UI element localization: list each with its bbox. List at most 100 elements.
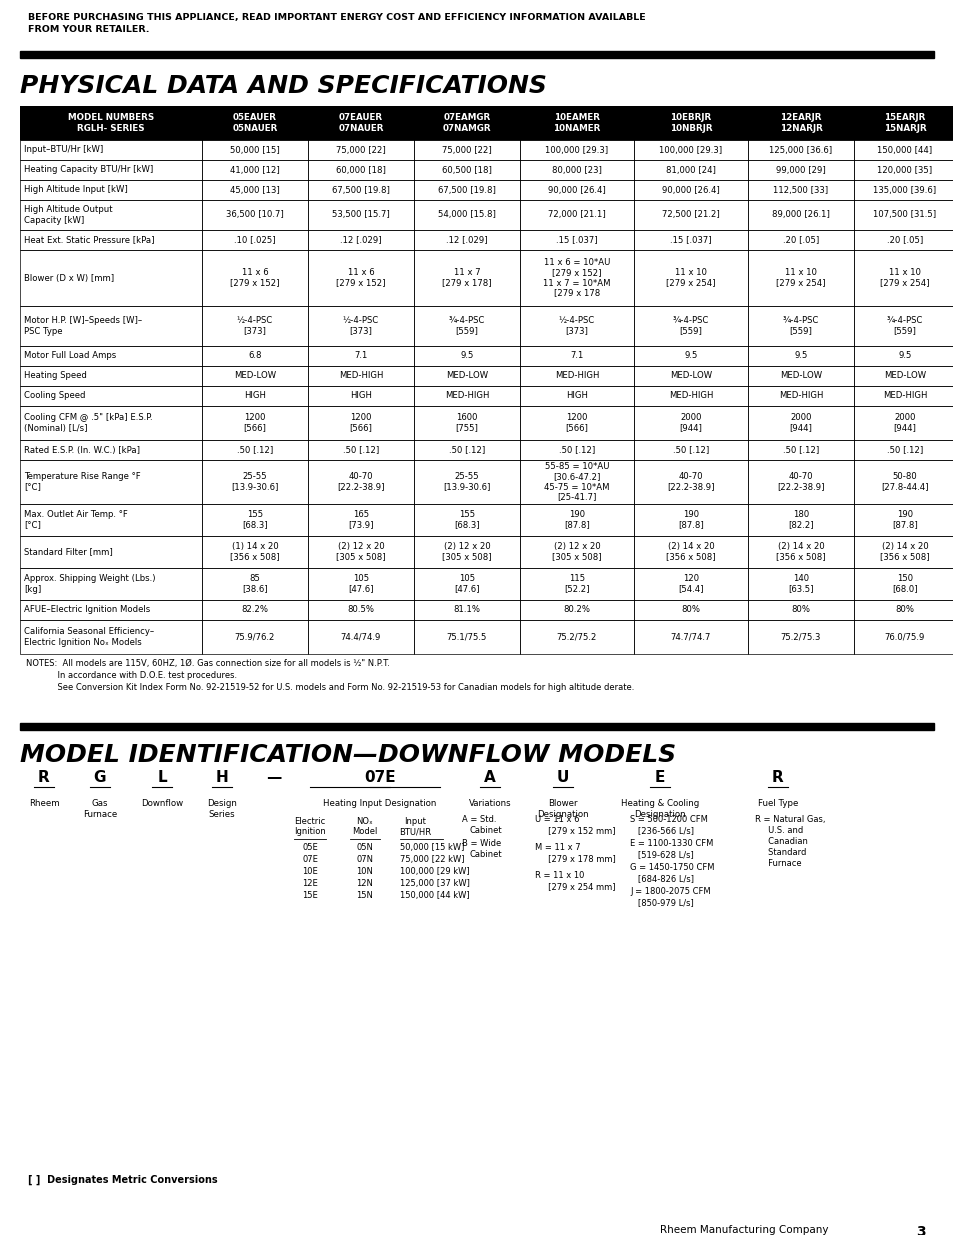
Bar bbox=[20, 140, 202, 161]
Text: U: U bbox=[557, 769, 569, 785]
Bar bbox=[519, 306, 634, 346]
Text: 125,000 [36.6]: 125,000 [36.6] bbox=[769, 146, 832, 154]
Text: 1200
[566]: 1200 [566] bbox=[243, 414, 266, 432]
Bar bbox=[519, 140, 634, 161]
Text: 75,000 [22]: 75,000 [22] bbox=[441, 146, 492, 154]
Bar bbox=[519, 568, 634, 600]
Bar bbox=[519, 366, 634, 387]
Text: 50-80
[27.8-44.4]: 50-80 [27.8-44.4] bbox=[881, 473, 928, 492]
Text: 15N: 15N bbox=[356, 890, 373, 900]
Text: Electric
Ignition: Electric Ignition bbox=[294, 818, 326, 836]
Text: MED-HIGH: MED-HIGH bbox=[444, 391, 489, 400]
Text: 1200
[566]: 1200 [566] bbox=[349, 414, 372, 432]
Bar bbox=[414, 536, 519, 568]
Bar bbox=[20, 106, 202, 140]
Bar bbox=[853, 180, 953, 200]
Bar bbox=[202, 536, 308, 568]
Bar bbox=[308, 406, 414, 440]
Text: G = 1450-1750 CFM: G = 1450-1750 CFM bbox=[629, 863, 714, 872]
Text: 11 x 7
[279 x 178]: 11 x 7 [279 x 178] bbox=[442, 268, 492, 288]
Bar bbox=[202, 200, 308, 230]
Text: Motor H.P. [W]–Speeds [W]–
PSC Type: Motor H.P. [W]–Speeds [W]– PSC Type bbox=[24, 316, 142, 336]
Bar bbox=[747, 440, 853, 459]
Bar bbox=[519, 620, 634, 655]
Bar bbox=[308, 200, 414, 230]
Bar bbox=[853, 406, 953, 440]
Bar bbox=[853, 504, 953, 536]
Bar bbox=[853, 200, 953, 230]
Text: (2) 14 x 20
[356 x 508]: (2) 14 x 20 [356 x 508] bbox=[665, 542, 715, 562]
Bar bbox=[747, 200, 853, 230]
Text: Downflow: Downflow bbox=[141, 799, 183, 808]
Bar bbox=[202, 306, 308, 346]
Text: Cabinet: Cabinet bbox=[470, 826, 502, 835]
Bar bbox=[519, 568, 634, 600]
Text: ¾-4-PSC
[559]: ¾-4-PSC [559] bbox=[448, 316, 485, 336]
Text: E: E bbox=[654, 769, 664, 785]
Text: 07E: 07E bbox=[302, 855, 317, 864]
Bar bbox=[20, 230, 202, 249]
Text: 90,000 [26.4]: 90,000 [26.4] bbox=[548, 185, 605, 194]
Bar bbox=[634, 440, 747, 459]
Text: MED-LOW: MED-LOW bbox=[445, 372, 488, 380]
Text: 2000
[944]: 2000 [944] bbox=[789, 414, 812, 432]
Bar bbox=[747, 387, 853, 406]
Text: Heating Speed: Heating Speed bbox=[24, 372, 87, 380]
Bar bbox=[519, 406, 634, 440]
Bar bbox=[202, 536, 308, 568]
Bar bbox=[747, 106, 853, 140]
Bar bbox=[747, 366, 853, 387]
Bar bbox=[747, 106, 853, 140]
Text: .50 [.12]: .50 [.12] bbox=[886, 446, 923, 454]
Bar bbox=[519, 387, 634, 406]
Text: 75,000 [22]: 75,000 [22] bbox=[335, 146, 385, 154]
Text: MED-HIGH: MED-HIGH bbox=[338, 372, 383, 380]
Bar bbox=[519, 346, 634, 366]
Bar bbox=[202, 459, 308, 504]
Bar bbox=[202, 600, 308, 620]
Text: Blower
Designation: Blower Designation bbox=[537, 799, 588, 819]
Bar bbox=[308, 180, 414, 200]
Bar bbox=[519, 180, 634, 200]
Bar bbox=[202, 161, 308, 180]
Bar bbox=[519, 230, 634, 249]
Text: MED-HIGH: MED-HIGH bbox=[882, 391, 926, 400]
Text: 11 x 6
[279 x 152]: 11 x 6 [279 x 152] bbox=[335, 268, 385, 288]
Bar bbox=[20, 306, 202, 346]
Bar bbox=[20, 180, 202, 200]
Text: .15 [.037]: .15 [.037] bbox=[670, 236, 711, 245]
Bar bbox=[747, 161, 853, 180]
Bar bbox=[20, 140, 202, 161]
Text: M = 11 x 7: M = 11 x 7 bbox=[535, 844, 580, 852]
Text: Design
Series: Design Series bbox=[207, 799, 236, 819]
Bar bbox=[853, 504, 953, 536]
Bar bbox=[20, 536, 202, 568]
Text: 100,000 [29.3]: 100,000 [29.3] bbox=[545, 146, 608, 154]
Bar bbox=[853, 306, 953, 346]
Text: 40-70
[22.2-38.9]: 40-70 [22.2-38.9] bbox=[777, 473, 824, 492]
Bar bbox=[853, 200, 953, 230]
Bar bbox=[747, 536, 853, 568]
Bar bbox=[853, 230, 953, 249]
Bar bbox=[634, 180, 747, 200]
Bar bbox=[519, 161, 634, 180]
Text: A = Std.: A = Std. bbox=[461, 815, 496, 824]
Bar bbox=[853, 249, 953, 306]
Bar bbox=[853, 568, 953, 600]
Bar bbox=[308, 620, 414, 655]
Bar bbox=[634, 366, 747, 387]
Bar bbox=[20, 106, 202, 140]
Text: E = 1100-1330 CFM: E = 1100-1330 CFM bbox=[629, 839, 713, 848]
Text: Fuel Type: Fuel Type bbox=[757, 799, 798, 808]
Text: 07N: 07N bbox=[356, 855, 374, 864]
Bar bbox=[308, 406, 414, 440]
Bar bbox=[20, 620, 202, 655]
Bar bbox=[519, 161, 634, 180]
Text: NOₓ
Model: NOₓ Model bbox=[352, 818, 377, 836]
Bar bbox=[20, 440, 202, 459]
Bar bbox=[20, 459, 202, 504]
Bar bbox=[634, 366, 747, 387]
Text: 155
[68.3]: 155 [68.3] bbox=[242, 510, 268, 530]
Bar bbox=[308, 230, 414, 249]
Text: 75.1/75.5: 75.1/75.5 bbox=[446, 632, 487, 641]
